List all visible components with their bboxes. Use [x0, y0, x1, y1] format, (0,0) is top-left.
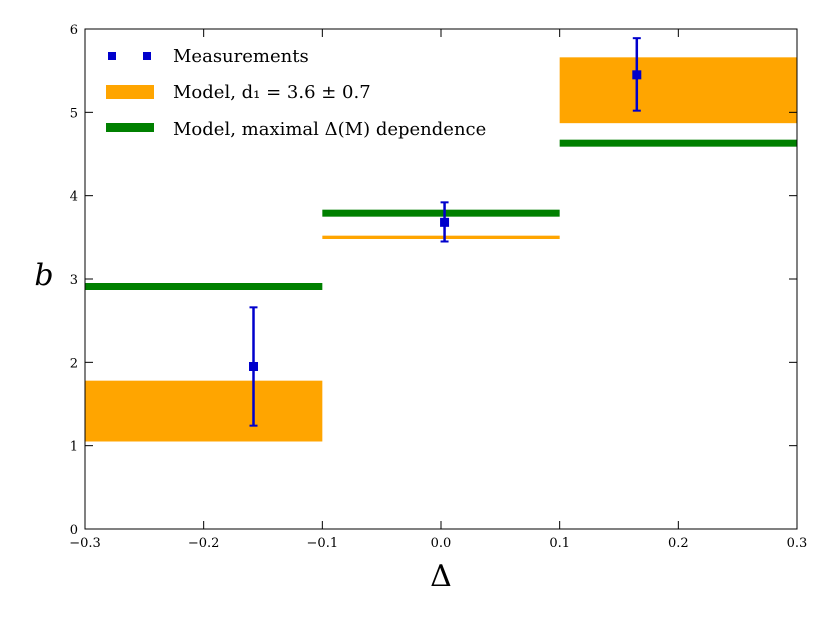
y-axis-ticks: 0 1 2 3 4 5 6 — [70, 23, 797, 538]
x-tick-label-1: −0.2 — [188, 536, 220, 551]
marker-square-2 — [440, 217, 450, 227]
measurement-point-1 — [249, 306, 259, 427]
legend: Measurements Model, d₁ = 3.6 ± 0.7 Model… — [106, 46, 486, 140]
measurement-point-2 — [440, 201, 450, 243]
x-axis-label: Δ — [430, 559, 452, 594]
legend-swatch-orange — [106, 85, 154, 99]
legend-swatch-green — [106, 123, 154, 132]
legend-label-model-maximal: Model, maximal Δ(M) dependence — [173, 119, 486, 140]
legend-entry-model-maximal: Model, maximal Δ(M) dependence — [106, 119, 486, 140]
x-tick-label-3: 0.0 — [431, 536, 452, 551]
green-level-3 — [559, 139, 797, 147]
marker-square-1 — [249, 362, 259, 371]
legend-label-measurements: Measurements — [173, 46, 309, 67]
green-level-layer — [85, 139, 797, 290]
marker-square-3 — [632, 70, 642, 80]
y-tick-label-3: 3 — [70, 273, 78, 288]
x-tick-label-6: 0.3 — [787, 536, 808, 551]
x-axis-ticks: −0.3 −0.2 −0.1 0.0 0.1 0.2 0.3 — [69, 29, 807, 551]
measurement-layer — [249, 37, 642, 427]
legend-marker-square-2 — [143, 52, 151, 60]
green-level-1 — [85, 283, 323, 290]
x-tick-label-0: −0.3 — [69, 536, 101, 551]
orange-band-layer — [85, 57, 797, 442]
legend-entry-model-d1: Model, d₁ = 3.6 ± 0.7 — [106, 82, 371, 103]
orange-band-1 — [85, 380, 323, 442]
x-tick-label-2: −0.1 — [307, 536, 339, 551]
orange-band-3 — [559, 57, 797, 124]
measurement-point-3 — [632, 37, 642, 112]
y-axis-label: b — [34, 258, 53, 293]
y-tick-label-5: 5 — [70, 106, 78, 121]
legend-marker-square-1 — [108, 52, 116, 60]
legend-entry-measurements: Measurements — [108, 46, 309, 67]
orange-band-2 — [322, 235, 560, 239]
green-level-2 — [322, 209, 560, 217]
x-tick-label-5: 0.2 — [668, 536, 689, 551]
legend-label-model-d1: Model, d₁ = 3.6 ± 0.7 — [173, 82, 371, 103]
y-tick-label-2: 2 — [70, 356, 78, 371]
y-tick-label-4: 4 — [70, 190, 78, 205]
y-tick-label-1: 1 — [70, 440, 78, 455]
x-tick-label-4: 0.1 — [549, 536, 570, 551]
y-tick-label-6: 6 — [70, 23, 78, 38]
y-tick-label-0: 0 — [70, 523, 78, 538]
